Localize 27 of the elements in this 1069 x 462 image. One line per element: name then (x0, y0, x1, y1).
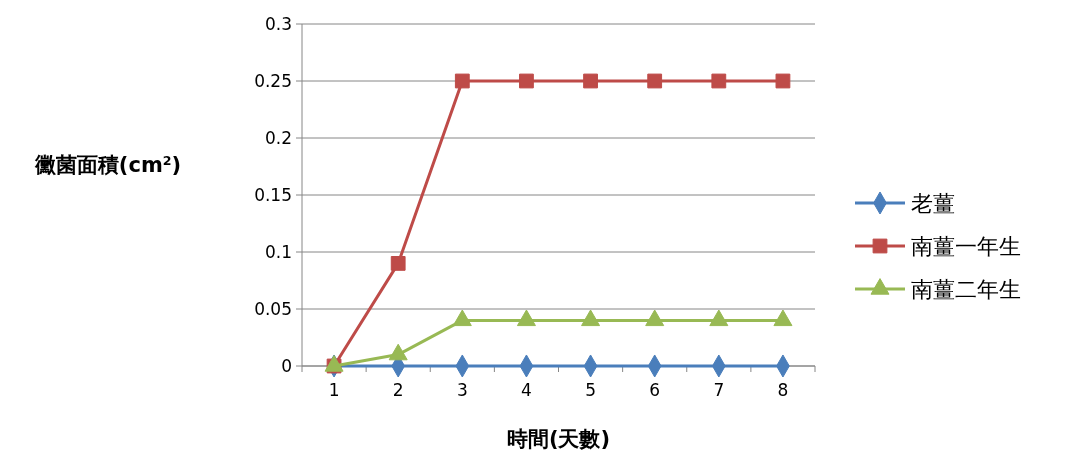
x-axis-title: 時間(天數) (506, 427, 611, 451)
y-tick-label: 0.1 (264, 241, 292, 262)
legend-label: 老薑 (911, 190, 955, 216)
y-tick-label: 0 (281, 355, 292, 376)
y-axis-title: 黴菌面積(cm$^{2}$) (33, 152, 182, 177)
point (775, 73, 791, 89)
point (454, 73, 470, 89)
x-tick-label: 1 (328, 380, 340, 400)
x-tick-label: 4 (521, 380, 532, 400)
x-tick-label: 5 (585, 380, 596, 400)
y-tick-label: 0.25 (254, 70, 292, 91)
y-tick-label: 0.05 (254, 298, 292, 319)
point (647, 73, 663, 89)
x-tick-label: 3 (456, 380, 468, 400)
point (711, 73, 727, 89)
x-tick-label: 6 (649, 380, 661, 400)
legend-label: 南薑二年生 (911, 276, 1021, 302)
y-tick-label: 0.15 (254, 184, 292, 205)
x-tick-label: 8 (777, 380, 789, 400)
point (519, 73, 534, 89)
point (583, 73, 598, 89)
legend-label: 南薑一年生 (911, 233, 1021, 259)
x-tick-label: 2 (392, 380, 404, 400)
y-tick-label: 0.3 (264, 13, 292, 34)
x-tick-label: 7 (713, 380, 725, 400)
y-tick-label: 0.2 (264, 127, 292, 148)
point (390, 256, 406, 271)
